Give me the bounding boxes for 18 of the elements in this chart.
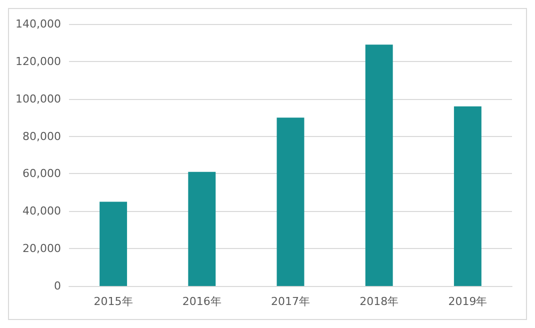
- y-tick-label: 120,000: [16, 54, 61, 68]
- y-tick-label: 20,000: [22, 242, 61, 256]
- bar: [454, 106, 482, 286]
- bar: [276, 118, 304, 286]
- y-tick-label: 0: [54, 280, 61, 292]
- y-tick-label: 80,000: [22, 130, 61, 143]
- x-tick-label: 2015年: [94, 295, 133, 308]
- x-tick-label: 2019年: [448, 295, 488, 308]
- y-tick-label: 60,000: [22, 167, 61, 180]
- x-tick-label: 2016年: [182, 295, 222, 308]
- bar: [365, 44, 393, 286]
- bar: [100, 202, 128, 286]
- bar: [188, 172, 216, 286]
- y-tick-label: 140,000: [16, 18, 61, 30]
- y-tick-label: 100,000: [16, 92, 61, 106]
- x-tick-label: 2017年: [271, 295, 310, 308]
- y-tick-label: 40,000: [22, 204, 61, 218]
- x-tick-label: 2018年: [360, 295, 399, 308]
